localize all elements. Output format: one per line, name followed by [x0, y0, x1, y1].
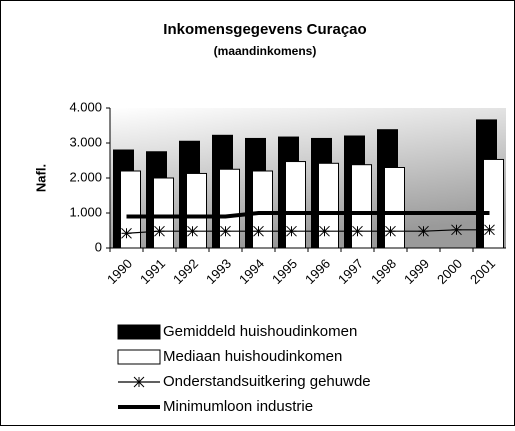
y-tick-label: 4.000: [69, 99, 102, 114]
plot-area: [110, 108, 506, 248]
marker: [154, 225, 165, 237]
marker-stroke: [286, 225, 297, 237]
legend-swatch: [117, 349, 161, 365]
y-tick-label: 1.000: [69, 204, 102, 219]
y-tick-label: 2.000: [69, 169, 102, 184]
marker: [484, 224, 495, 236]
marker-stroke: [319, 225, 330, 237]
y-axis-label: Nafl.: [33, 164, 48, 192]
marker-stroke: [154, 225, 165, 237]
marker: [133, 376, 145, 388]
marker-stroke: [451, 224, 462, 236]
marker-stroke: [352, 225, 363, 237]
marker-stroke: [133, 376, 145, 388]
legend-label: Gemiddeld huishoudinkomen: [163, 323, 357, 340]
marker: [121, 227, 132, 239]
marker: [352, 225, 363, 237]
bar: [219, 168, 240, 249]
marker-stroke: [253, 225, 264, 237]
marker-stroke: [418, 225, 429, 237]
marker-stroke: [220, 225, 231, 237]
legend-label: Mediaan huishoudinkomen: [163, 348, 342, 365]
marker-line: [126, 229, 490, 234]
marker: [418, 225, 429, 237]
marker-stroke: [385, 225, 396, 237]
bar: [153, 177, 174, 249]
bar: [186, 172, 207, 249]
legend-swatch: [117, 324, 161, 340]
marker-stroke: [187, 225, 198, 237]
bar: [252, 170, 273, 249]
bar: [483, 158, 504, 249]
marker: [253, 225, 264, 237]
legend-label: Minimumloon industrie: [163, 398, 313, 415]
bar: [384, 167, 405, 249]
legend-label: Onderstandsuitkering gehuwde: [163, 373, 371, 390]
marker: [220, 225, 231, 237]
marker: [451, 224, 462, 236]
marker: [187, 225, 198, 237]
marker: [286, 225, 297, 237]
y-tick-label: 3.000: [69, 134, 102, 149]
marker: [319, 225, 330, 237]
y-tick-label: 0: [95, 239, 102, 254]
line: [126, 211, 490, 219]
marker-stroke: [121, 227, 132, 239]
marker-stroke: [484, 224, 495, 236]
chart-subtitle: (maandinkomens): [214, 44, 317, 58]
chart-title: Inkomensgegevens Curaçao: [163, 21, 366, 38]
marker: [385, 225, 396, 237]
